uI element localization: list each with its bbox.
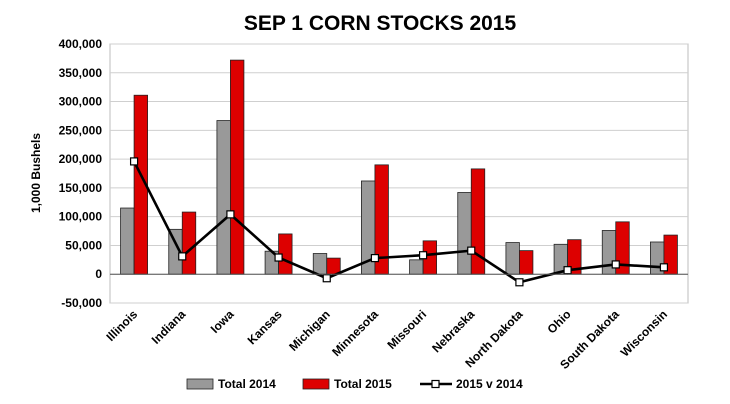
legend-swatch bbox=[186, 378, 214, 390]
bar-total-2015 bbox=[181, 211, 197, 275]
x-category-label: Missouri bbox=[384, 307, 429, 352]
legend-swatch bbox=[302, 378, 330, 390]
x-category-label: Michigan bbox=[286, 307, 333, 354]
line-point-marker bbox=[274, 253, 283, 262]
x-category-label: Ohio bbox=[544, 307, 573, 336]
bar-total-2014 bbox=[457, 192, 472, 275]
line-point-marker bbox=[467, 246, 476, 255]
y-tick-label: 150,000 bbox=[59, 181, 103, 195]
line-point-marker bbox=[418, 251, 428, 260]
bars bbox=[120, 59, 678, 275]
plot-area-border bbox=[109, 43, 689, 304]
x-category-label: Minnesota bbox=[329, 307, 381, 359]
gridlines bbox=[109, 43, 689, 304]
y-tick-label: 300,000 bbox=[59, 95, 103, 109]
line-point-marker bbox=[178, 252, 187, 261]
line-point-marker bbox=[611, 260, 620, 269]
x-category-label: Indiana bbox=[149, 307, 189, 347]
line-point-marker bbox=[226, 210, 235, 219]
y-tick-label: 50,000 bbox=[65, 238, 102, 252]
bar-total-2015 bbox=[230, 59, 245, 275]
line-point-marker bbox=[370, 254, 380, 263]
bar-total-2014 bbox=[120, 207, 135, 275]
line-point-marker bbox=[322, 274, 331, 283]
y-tick-label: 200,000 bbox=[59, 152, 103, 166]
line-2015-v-2014 bbox=[132, 160, 664, 284]
bar-total-2014 bbox=[216, 120, 231, 275]
line-series bbox=[129, 157, 669, 287]
bar-total-2014 bbox=[505, 242, 520, 275]
y-tick-label: 400,000 bbox=[59, 37, 103, 51]
y-tick-label: 0 bbox=[95, 267, 102, 281]
chart-title: SEP 1 CORN STOCKS 2015 bbox=[244, 12, 517, 35]
x-category-label: Nebraska bbox=[429, 307, 477, 355]
legend-marker-swatch bbox=[431, 379, 440, 389]
legend-label: 2015 v 2014 bbox=[456, 377, 523, 391]
y-tick-label: 350,000 bbox=[59, 66, 103, 80]
x-category-label: Iowa bbox=[208, 307, 237, 336]
line-point-marker bbox=[515, 278, 524, 287]
line-point-marker bbox=[659, 263, 669, 272]
x-category-label: Illinois bbox=[103, 307, 140, 344]
bar-total-2014 bbox=[312, 253, 328, 275]
legend: Total 2014 Total 2015 2015 v 2014 bbox=[186, 377, 523, 391]
bar-total-2015 bbox=[519, 250, 534, 275]
x-category-label: Kansas bbox=[245, 307, 285, 347]
y-tick-label: -50,000 bbox=[61, 296, 102, 310]
legend-label: Total 2015 bbox=[334, 377, 392, 391]
y-tick-label: 100,000 bbox=[59, 210, 103, 224]
y-tick-label: 250,000 bbox=[59, 123, 103, 137]
x-category-label: Wisconsin bbox=[618, 307, 670, 359]
bar-total-2014 bbox=[409, 259, 424, 275]
legend-label: Total 2014 bbox=[218, 377, 276, 391]
line-point-marker bbox=[563, 266, 572, 275]
y-axis-label: 1,000 Bushels bbox=[29, 133, 43, 213]
line-point-marker bbox=[129, 157, 139, 166]
bar-total-2015 bbox=[326, 257, 341, 275]
